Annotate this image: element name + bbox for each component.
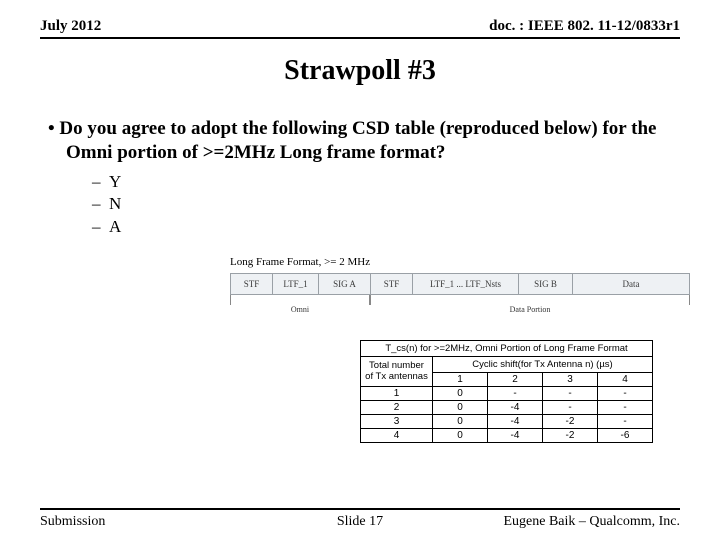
csd-body: 10---20-4--30-4-2-40-4-2-6 — [361, 387, 653, 443]
frame-label: Long Frame Format, >= 2 MHz — [230, 256, 690, 268]
csd-row: 30-4-2- — [361, 415, 653, 429]
csd-cell: -4 — [488, 401, 543, 415]
csd-cell: - — [543, 401, 598, 415]
frame-seg: LTF_1 ... LTF_Nsts — [412, 273, 518, 295]
option-y: – Y — [92, 171, 672, 194]
frame-under: Omni Data Portion — [230, 295, 690, 329]
option-a: – A — [92, 216, 672, 239]
header-left: July 2012 — [40, 18, 101, 35]
csd-row-n: 1 — [361, 387, 433, 401]
body: • Do you agree to adopt the following CS… — [0, 87, 720, 239]
csd-title: T_cs(n) for >=2MHz, Omni Portion of Long… — [361, 341, 653, 357]
csd-title-row: T_cs(n) for >=2MHz, Omni Portion of Long… — [361, 341, 653, 357]
option-n: – N — [92, 193, 672, 216]
option-a-label: A — [109, 217, 121, 236]
csd-cell: - — [598, 387, 653, 401]
csd-cell: - — [543, 387, 598, 401]
omni-span — [230, 295, 370, 305]
csd-row-n: 2 — [361, 401, 433, 415]
frame-seg: Data — [572, 273, 690, 295]
omni-label: Omni — [230, 305, 370, 314]
csd-col-4: 4 — [598, 373, 653, 387]
csd-cell: 0 — [433, 429, 488, 443]
csd-cell: -4 — [488, 415, 543, 429]
csd-sub: Cyclic shift(for Tx Antenna n) (µs) — [433, 357, 653, 373]
csd-cell: -6 — [598, 429, 653, 443]
csd-cell: 0 — [433, 387, 488, 401]
option-y-label: Y — [109, 172, 121, 191]
footer-mid: Slide 17 — [40, 514, 680, 530]
frame-seg: SIG B — [518, 273, 572, 295]
csd-cell: -4 — [488, 429, 543, 443]
csd-row: 20-4-- — [361, 401, 653, 415]
header: July 2012 doc. : IEEE 802. 11-12/0833r1 — [0, 0, 720, 37]
csd-row: 10--- — [361, 387, 653, 401]
option-n-label: N — [109, 194, 121, 213]
question-text: Do you agree to adopt the following CSD … — [59, 118, 656, 163]
frame-seg: STF — [230, 273, 272, 295]
frame-row: STFLTF_1SIG ASTFLTF_1 ... LTF_NstsSIG BD… — [230, 273, 690, 295]
header-right: doc. : IEEE 802. 11-12/0833r1 — [489, 18, 680, 35]
csd-row-n: 4 — [361, 429, 433, 443]
csd-table: T_cs(n) for >=2MHz, Omni Portion of Long… — [360, 340, 653, 443]
question: • Do you agree to adopt the following CS… — [48, 117, 672, 165]
footer-rule — [40, 508, 680, 510]
csd-cell: -2 — [543, 429, 598, 443]
csd-cell: - — [598, 415, 653, 429]
csd-row: 40-4-2-6 — [361, 429, 653, 443]
csd-cell: -2 — [543, 415, 598, 429]
csd-col-3: 3 — [543, 373, 598, 387]
frame-seg: STF — [370, 273, 412, 295]
frame-seg: SIG A — [318, 273, 370, 295]
header-rule — [40, 37, 680, 39]
page-title: Strawpoll #3 — [0, 55, 720, 87]
csd-cell: 0 — [433, 401, 488, 415]
csd-rowhead: Total number of Tx antennas — [361, 357, 433, 387]
data-span — [370, 295, 690, 305]
csd-sub-row: Total number of Tx antennas Cyclic shift… — [361, 357, 653, 373]
answer-options: – Y – N – A — [48, 171, 672, 240]
frame-diagram: Long Frame Format, >= 2 MHz STFLTF_1SIG … — [230, 256, 690, 329]
csd-cell: - — [488, 387, 543, 401]
csd-cell: 0 — [433, 415, 488, 429]
frame-seg: LTF_1 — [272, 273, 318, 295]
footer: Submission Slide 17 Eugene Baik – Qualco… — [40, 514, 680, 530]
csd-col-2: 2 — [488, 373, 543, 387]
csd-col-1: 1 — [433, 373, 488, 387]
csd-cell: - — [598, 401, 653, 415]
data-label: Data Portion — [370, 305, 690, 314]
csd-row-n: 3 — [361, 415, 433, 429]
